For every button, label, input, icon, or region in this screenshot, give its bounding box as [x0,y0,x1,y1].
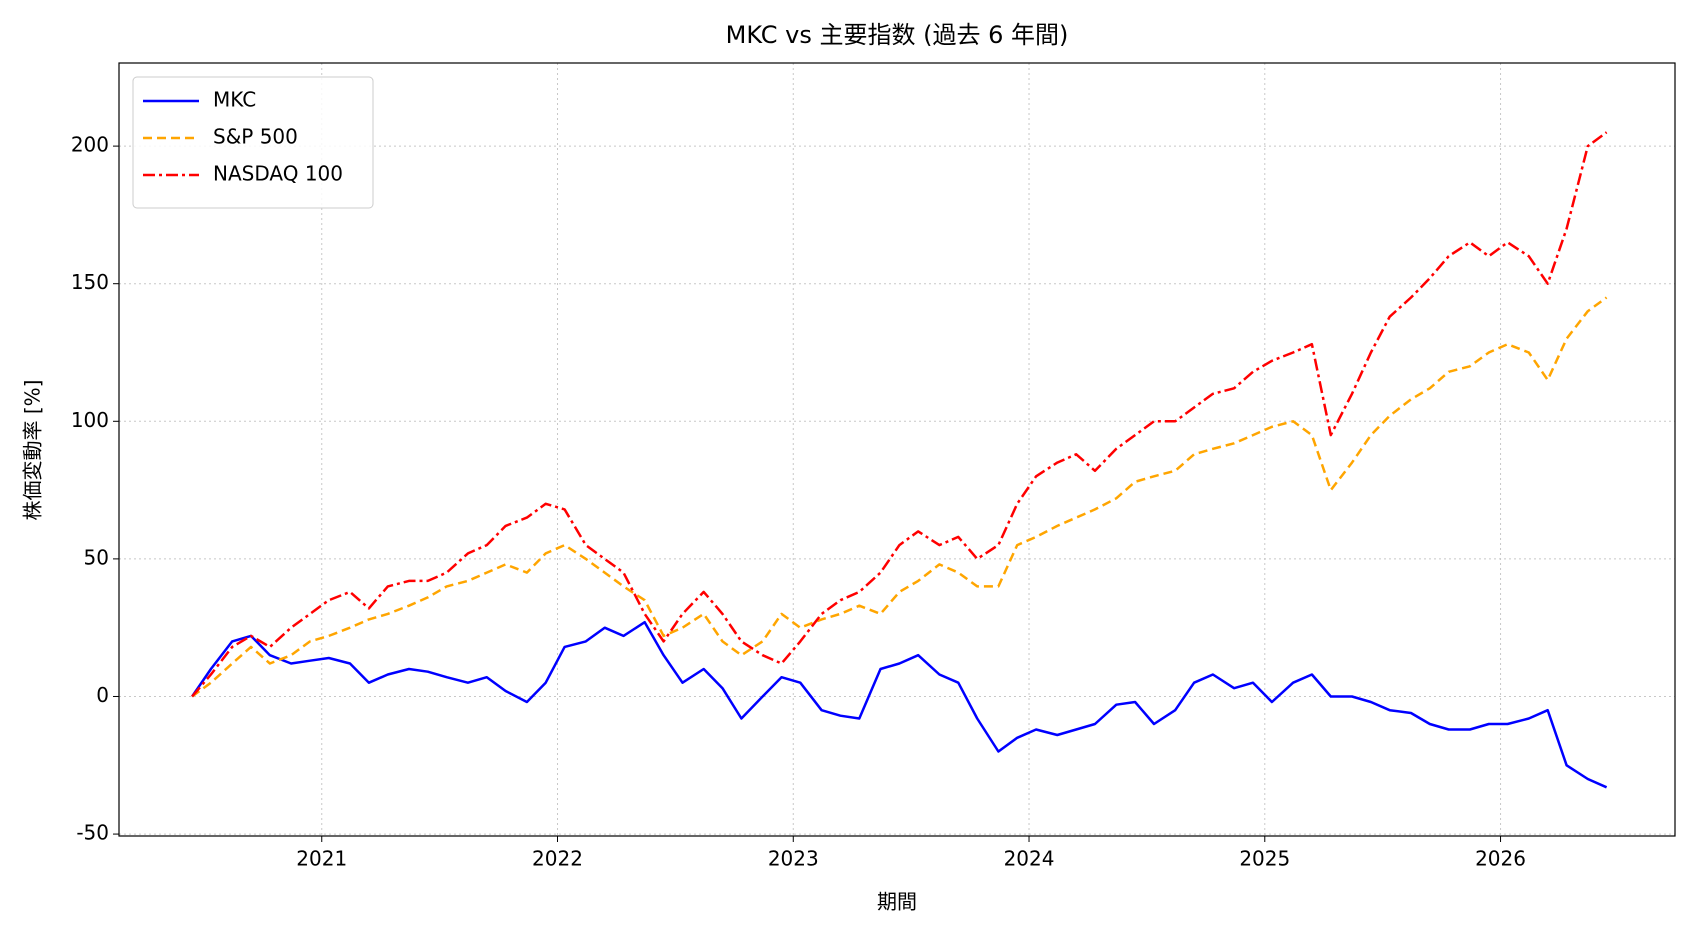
x-tick-label: 2024 [1004,847,1055,871]
y-tick-label: 200 [71,133,109,157]
x-tick-label: 2022 [532,847,583,871]
legend-label: S&P 500 [213,125,298,149]
y-tick-label: 100 [71,408,109,432]
legend-label: MKC [213,88,256,112]
y-tick-label: -50 [76,821,109,845]
x-tick-label: 2023 [768,847,819,871]
y-axis-label: 株価変動率 [%] [21,380,45,521]
legend-label: NASDAQ 100 [213,162,343,186]
series-line [191,131,1608,698]
legend: MKC S&P 500 NASDAQ 100 [132,76,374,209]
y-tick-label: 50 [84,545,109,569]
y-tick-label: 150 [71,270,109,294]
x-tick-label: 2025 [1239,847,1290,871]
y-tick-label: 0 [96,683,109,707]
series-line [191,620,1608,789]
plot-frame [118,62,1676,837]
series-line [191,296,1608,698]
x-axis-label: 期間 [877,890,917,914]
x-tick-label: 2026 [1475,847,1526,871]
x-tick-label: 2021 [296,847,347,871]
chart-title: MKC vs 主要指数 (過去 6 年間) [726,21,1069,49]
